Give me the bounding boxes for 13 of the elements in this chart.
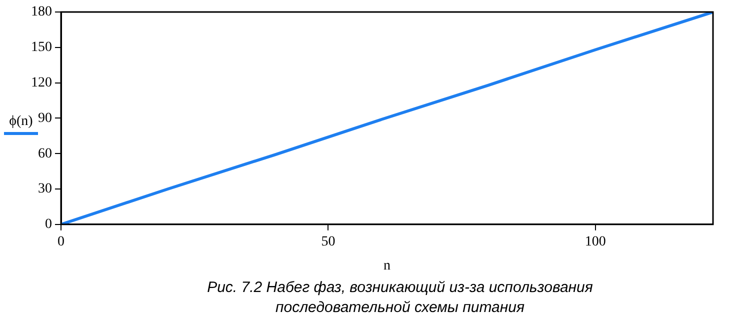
y-tick-label: 180: [31, 4, 52, 20]
y-tick-label: 30: [38, 182, 52, 197]
text: Рис. 7.2 Набег фаз, возникающий из-за использования последовательной схемы питания: [206, 278, 594, 318]
y-tick-label: 150: [31, 40, 52, 56]
y-tick-label: 0: [45, 217, 52, 232]
y-tick-label: 90: [38, 110, 52, 126]
y-tick-label: 60: [38, 146, 52, 162]
x-tick-label: 100: [584, 234, 606, 250]
x-axis-title: n: [384, 258, 390, 274]
x-tick-label: 50: [321, 234, 336, 250]
y-tick-label: 120: [31, 75, 52, 90]
x-tick-label: 0: [58, 234, 64, 250]
text: ϕ(n): [8, 114, 34, 130]
